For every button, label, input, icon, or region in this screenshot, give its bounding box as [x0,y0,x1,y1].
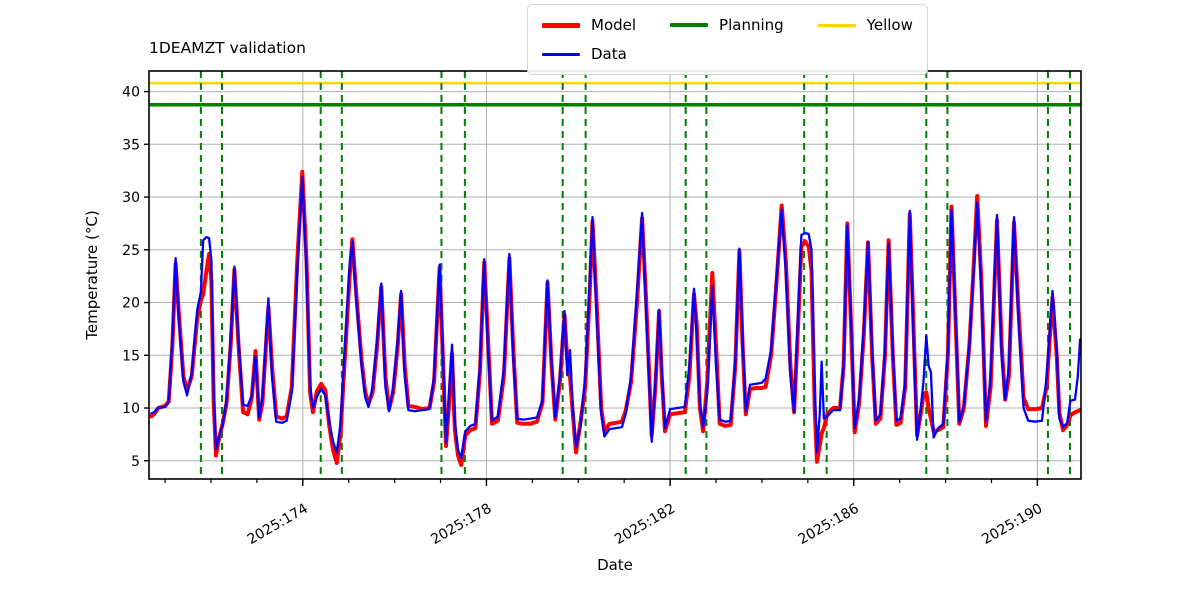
series-lines [149,169,1081,467]
limit-lines [149,81,1081,107]
legend-column: Planning [670,13,784,37]
legend-label: Model [591,16,637,34]
legend-line-sample-data [542,52,580,56]
axes-spines [148,70,1082,480]
legend-line-sample-yellow [817,23,856,27]
x-axis-label: Date [597,556,633,574]
x-tick-label: 2025:190 [979,501,1045,548]
legend-line-sample-model [542,22,580,28]
legend-column: Yellow [817,13,913,37]
legend-label: Data [591,45,627,63]
legend-item-model: Model [542,13,636,37]
y-tick-label: 30 [122,190,140,206]
x-tick-label: 2025:186 [796,501,862,548]
x-tick-label: 2025:178 [428,501,494,548]
x-tick-label: 2025:182 [612,501,678,548]
y-tick-label: 15 [122,348,140,364]
chart-title: 1DEAMZT validation [149,39,306,57]
data-line [150,175,1081,459]
axes-frame [148,70,1082,480]
y-tick-label: 10 [122,401,140,417]
legend-item-yellow: Yellow [817,13,913,37]
legend-item-data: Data [542,42,636,66]
y-tick-label: 35 [122,137,140,153]
legend-line-sample-planning [670,23,709,27]
y-tick-label: 5 [131,454,140,470]
gridlines [149,71,1081,479]
legend-label: Planning [719,16,784,34]
legend-label: Yellow [866,16,913,34]
legend-column: Model Data [542,13,636,66]
y-axis-label: Temperature (°C) [83,210,101,340]
y-tick-label: 25 [122,243,140,259]
legend: Model Data Planning Yellow [527,4,928,75]
observation-boundary-lines [199,71,1071,479]
legend-item-planning: Planning [670,13,784,37]
model-line [149,169,1081,467]
y-tick-label: 20 [122,296,140,312]
y-tick-label: 40 [122,85,140,101]
x-tick-label: 2025:174 [245,501,311,548]
